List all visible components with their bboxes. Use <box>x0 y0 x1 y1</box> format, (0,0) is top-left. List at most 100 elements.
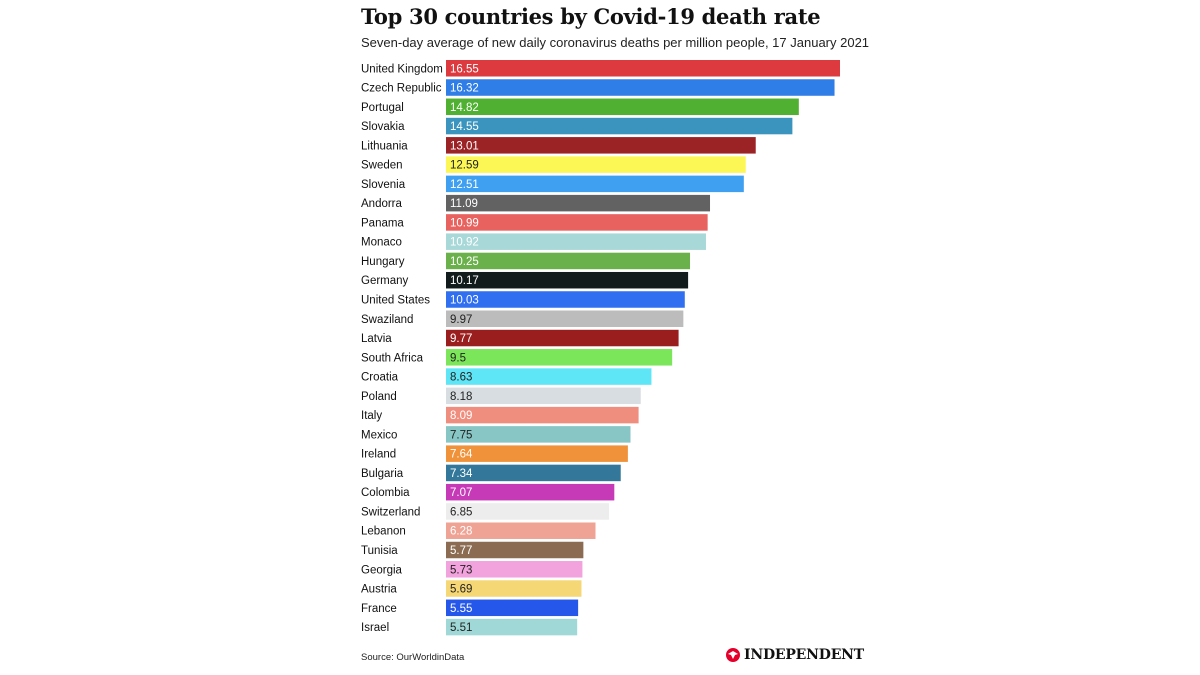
data-label: 6.28 <box>450 526 472 538</box>
bar <box>446 175 744 193</box>
category-label: Lebanon <box>361 526 406 538</box>
data-label: 12.59 <box>450 160 479 172</box>
bar-row: Monaco 10.92 <box>361 233 706 250</box>
bar <box>446 60 840 77</box>
bar <box>446 599 579 617</box>
brand-logo: INDEPENDENT <box>725 647 864 663</box>
chart-subtitle: Seven-day average of new daily coronavir… <box>361 35 870 50</box>
category-label: Andorra <box>361 198 403 210</box>
category-label: Germany <box>361 275 409 287</box>
data-label: 10.99 <box>450 217 479 229</box>
brand-name: INDEPENDENT <box>744 647 864 663</box>
bar <box>446 194 711 212</box>
bar <box>446 445 628 462</box>
category-label: Swaziland <box>361 314 413 326</box>
bar <box>446 233 706 250</box>
data-label: 9.5 <box>450 352 466 364</box>
bar <box>446 561 583 578</box>
bar <box>446 98 799 116</box>
data-label: 16.32 <box>450 83 479 95</box>
data-label: 7.75 <box>450 429 472 441</box>
bar-row: Andorra 11.09 <box>361 194 711 212</box>
data-label: 14.82 <box>450 102 479 114</box>
data-label: 10.17 <box>450 275 479 287</box>
category-label: Slovakia <box>361 121 405 133</box>
category-label: Poland <box>361 391 397 403</box>
category-label: United States <box>361 294 430 306</box>
data-label: 8.18 <box>450 391 472 403</box>
bar <box>446 156 746 173</box>
bar <box>446 117 793 135</box>
bar-row: Italy 8.09 <box>361 406 639 424</box>
bar <box>446 252 691 270</box>
data-label: 12.51 <box>450 179 479 191</box>
data-label: 5.51 <box>450 622 472 634</box>
bar <box>446 291 685 308</box>
bar <box>446 137 756 154</box>
bar-row: Bulgaria 7.34 <box>361 464 621 482</box>
bar <box>446 368 652 385</box>
data-label: 5.69 <box>450 584 472 596</box>
data-label: 7.34 <box>450 468 473 480</box>
category-label: Lithuania <box>361 140 408 152</box>
bar <box>446 464 621 482</box>
data-label: 5.55 <box>450 603 472 615</box>
bar-row: Hungary 10.25 <box>361 252 691 270</box>
bar <box>446 426 631 443</box>
bar <box>446 522 596 539</box>
bar-row: Ireland 7.64 <box>361 445 628 462</box>
bar <box>446 618 578 636</box>
category-label: South Africa <box>361 352 424 364</box>
data-label: 11.09 <box>450 198 478 210</box>
bar <box>446 214 708 231</box>
source-note: Source: OurWorldinData <box>361 652 465 663</box>
bar <box>446 541 584 559</box>
bar-row: South Africa 9.5 <box>361 349 673 366</box>
bar-row: Slovakia 14.55 <box>361 117 793 135</box>
category-label: Portugal <box>361 102 404 114</box>
bar-row: Poland 8.18 <box>361 387 641 405</box>
data-label: 8.09 <box>450 410 472 422</box>
bar <box>446 310 684 328</box>
bar-row: Tunisia 5.77 <box>361 541 584 559</box>
eagle-icon <box>726 648 740 662</box>
category-label: Tunisia <box>361 545 398 557</box>
data-label: 13.01 <box>450 140 479 152</box>
category-label: Georgia <box>361 564 403 576</box>
bar-row: France 5.55 <box>361 599 579 617</box>
category-label: Hungary <box>361 256 405 268</box>
bar-row: Mexico 7.75 <box>361 426 631 443</box>
bar-row: Lebanon 6.28 <box>361 522 596 539</box>
category-label: France <box>361 603 397 615</box>
data-label: 9.97 <box>450 314 472 326</box>
bar <box>446 79 835 96</box>
category-label: Mexico <box>361 429 397 441</box>
category-label: Bulgaria <box>361 468 404 480</box>
category-label: Croatia <box>361 372 399 384</box>
bar-row: Switzerland 6.85 <box>361 503 610 520</box>
bar-row: Lithuania 13.01 <box>361 137 756 154</box>
bar-row: Czech Republic 16.32 <box>361 79 835 96</box>
bar-row: Israel 5.51 <box>361 618 578 636</box>
bar <box>446 329 679 347</box>
bar-row: United Kingdom 16.55 <box>361 60 840 77</box>
bar-row: Germany 10.17 <box>361 271 689 289</box>
data-label: 8.63 <box>450 372 472 384</box>
bar <box>446 387 641 405</box>
data-label: 5.77 <box>450 545 472 557</box>
data-label: 10.03 <box>450 294 479 306</box>
bar-row: Colombia 7.07 <box>361 483 615 501</box>
category-label: United Kingdom <box>361 63 443 75</box>
bar-row: Portugal 14.82 <box>361 98 799 116</box>
bar <box>446 483 615 501</box>
data-label: 6.85 <box>450 506 472 518</box>
bar-row: Georgia 5.73 <box>361 561 583 578</box>
category-label: Panama <box>361 217 404 229</box>
bar-row: Swaziland 9.97 <box>361 310 684 328</box>
bar <box>446 271 689 289</box>
category-label: Monaco <box>361 237 402 249</box>
bar-row: Slovenia 12.51 <box>361 175 744 193</box>
bar-row: Croatia 8.63 <box>361 368 652 385</box>
category-label: Italy <box>361 410 382 422</box>
